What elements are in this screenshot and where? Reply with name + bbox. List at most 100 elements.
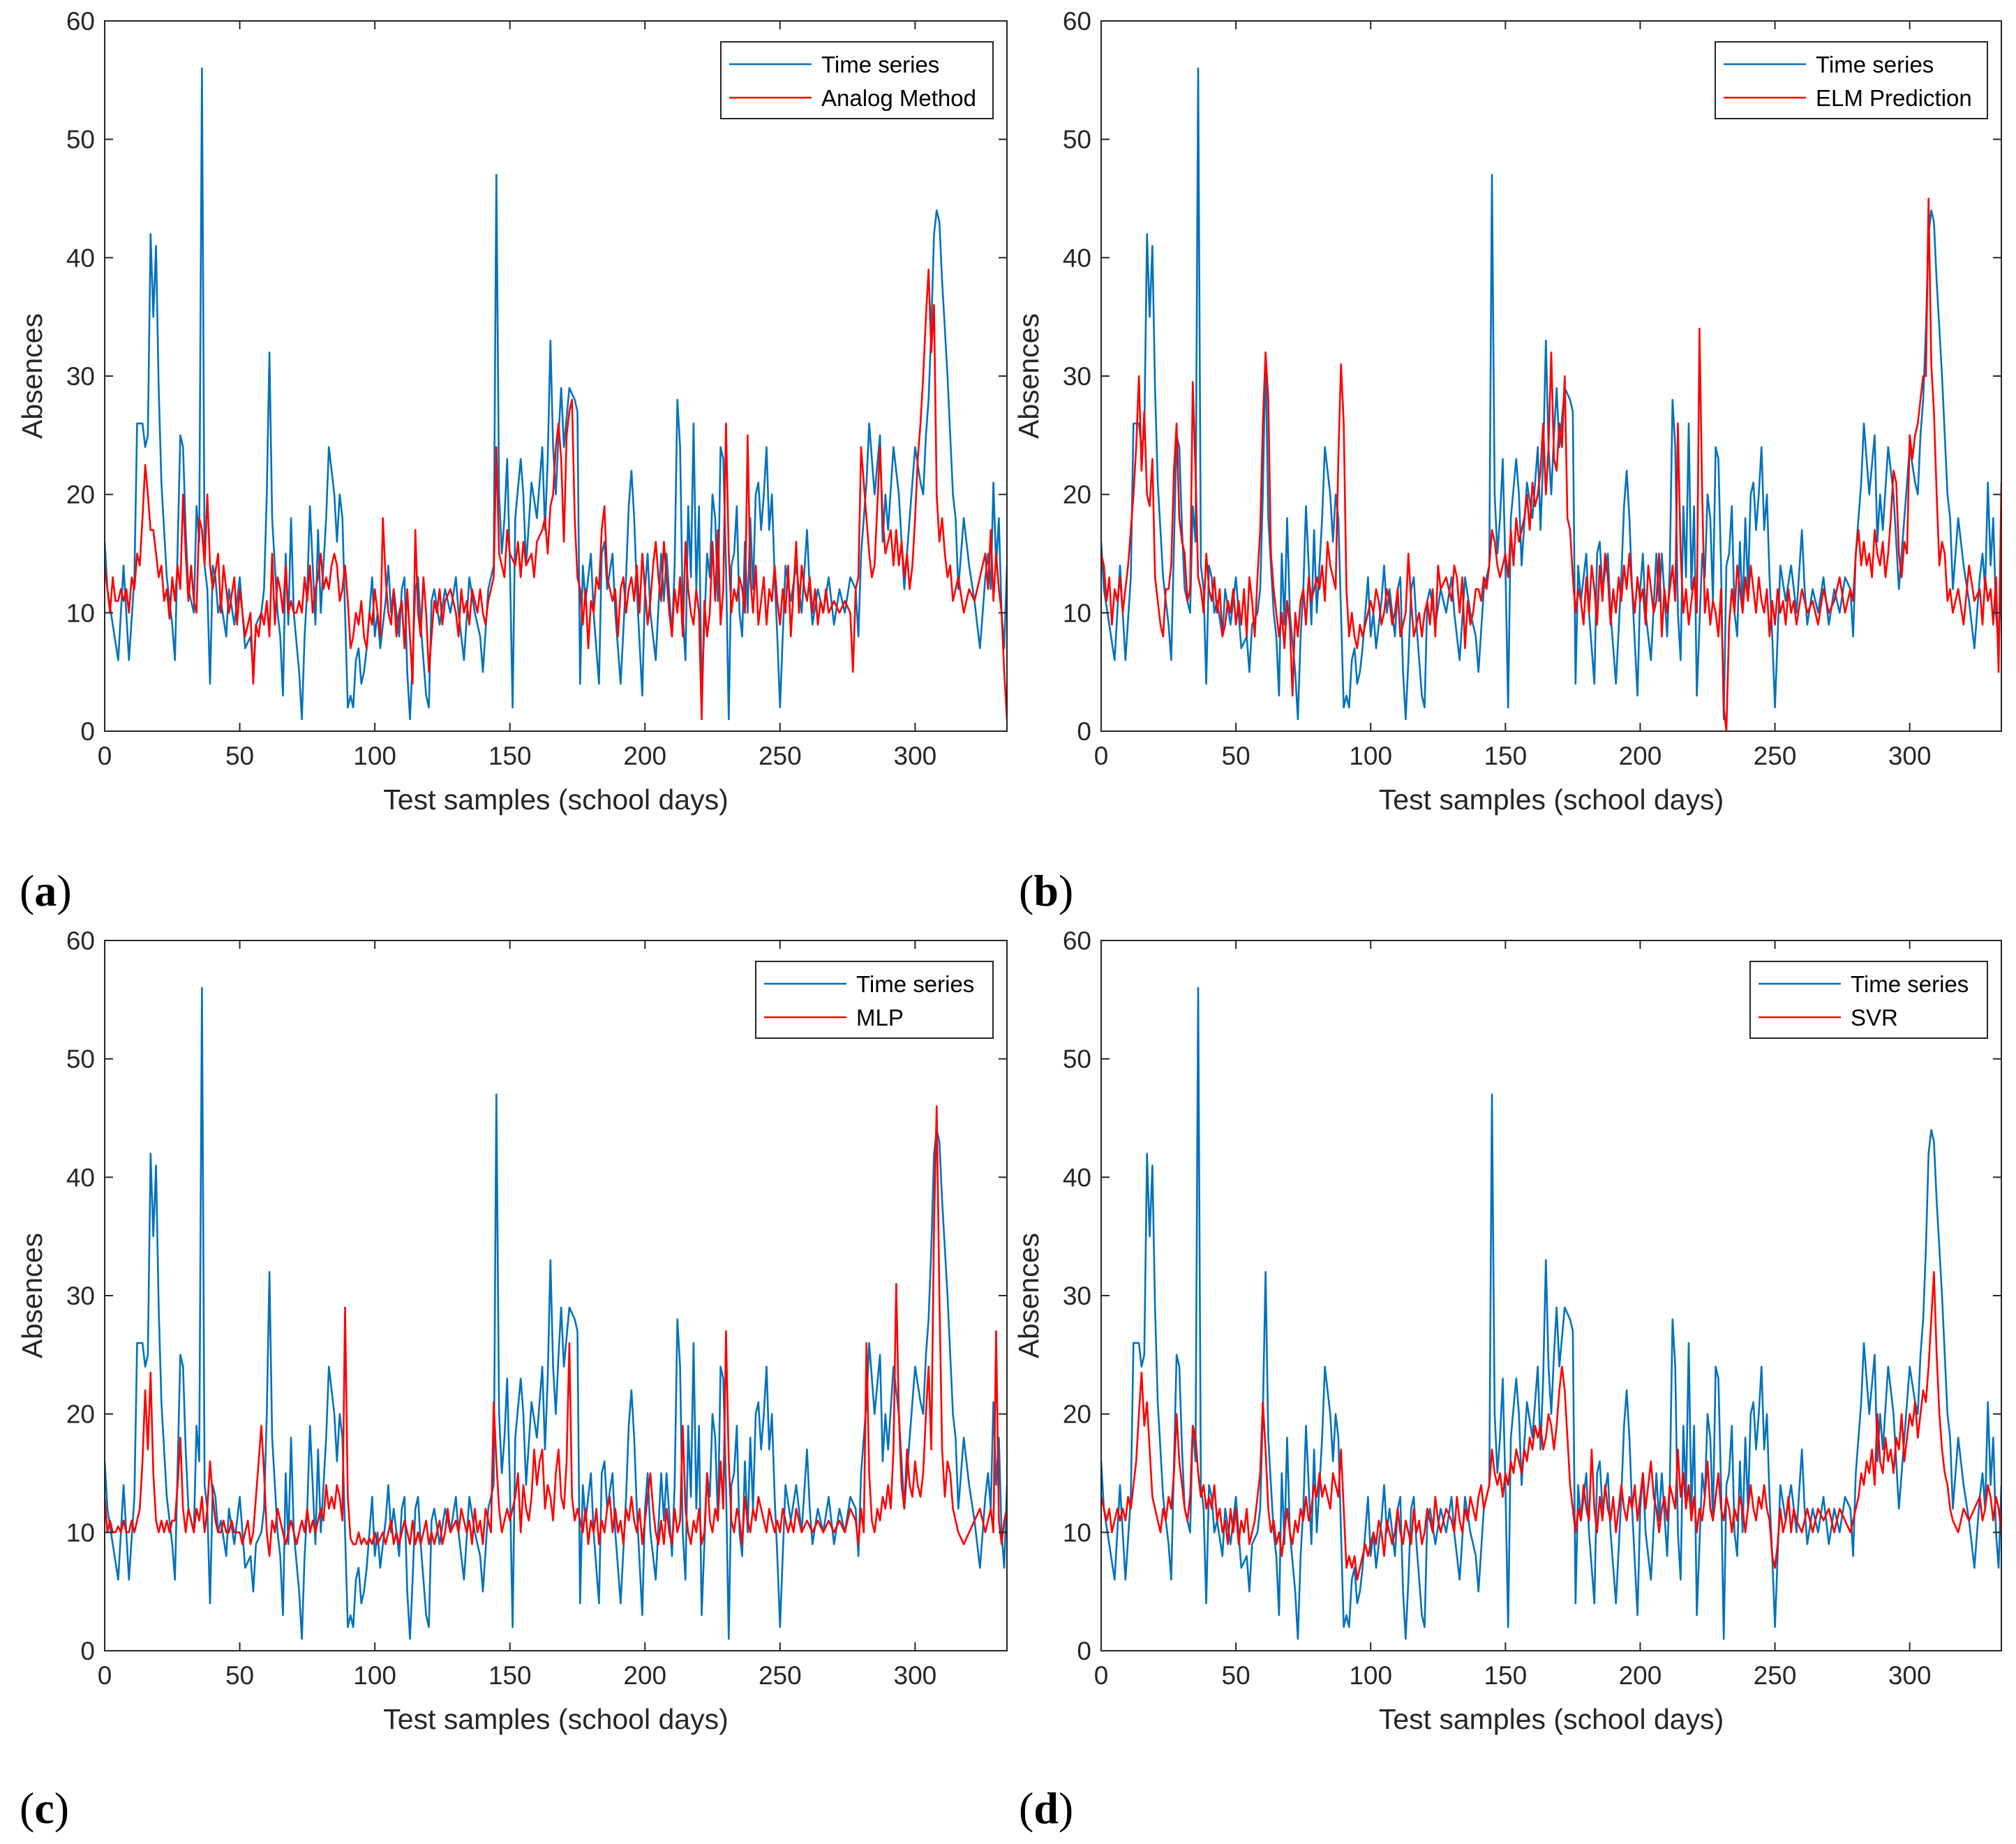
legend: Time series ELM Prediction <box>1715 41 1988 119</box>
y-tick-label: 40 <box>66 1163 95 1192</box>
y-tick-label: 30 <box>1063 1282 1091 1310</box>
x-tick-label: 150 <box>1484 1661 1527 1690</box>
x-tick-label: 300 <box>1888 1661 1932 1690</box>
y-tick-label: 10 <box>66 1518 95 1547</box>
y-axis-label: Absences <box>16 313 48 439</box>
legend-label: MLP <box>856 1005 904 1030</box>
x-tick-label: 200 <box>623 1661 666 1690</box>
y-axis-label: Absences <box>1013 1233 1045 1358</box>
axes-frame <box>104 940 1008 1651</box>
x-tick-label: 200 <box>1619 1661 1662 1690</box>
y-tick-label: 0 <box>80 1637 95 1665</box>
panel-label: (d) <box>1019 1783 1073 1833</box>
panel-b: 0 50 100 150 200 250 300 0 10 20 30 40 50 60 Test samp… <box>1013 7 2002 915</box>
prediction-line <box>105 1105 1007 1557</box>
panel-d: 0 50 100 150 200 250 300 0 10 20 30 40 50 60 Test samp… <box>1013 927 2002 1833</box>
y-tick-label: 20 <box>66 1400 95 1429</box>
y-tick-label: 30 <box>66 1282 95 1310</box>
x-tick-label: 0 <box>98 1661 112 1690</box>
x-tick-label: 100 <box>1349 742 1392 770</box>
x-tick-label: 300 <box>894 1661 937 1690</box>
x-axis-label: Test samples (school days) <box>383 784 728 816</box>
y-tick-label: 0 <box>1077 717 1091 746</box>
x-tick-label: 100 <box>353 742 396 770</box>
panel-c: 0 50 100 150 200 250 300 0 10 20 30 40 50 60 Test samp… <box>16 927 1008 1833</box>
y-tick-label: 30 <box>66 362 95 391</box>
x-tick-label: 250 <box>1754 742 1797 770</box>
y-tick-label: 10 <box>1063 599 1091 627</box>
legend-label: Analog Method <box>821 85 976 111</box>
prediction-line <box>1101 1270 2001 1581</box>
x-tick-label: 250 <box>1754 1661 1797 1690</box>
x-axis-label: Test samples (school days) <box>1379 1703 1724 1735</box>
legend-label: Time series <box>856 971 974 997</box>
x-axis-label: Test samples (school days) <box>383 1703 728 1735</box>
y-tick-label: 0 <box>1077 1637 1091 1665</box>
y-tick-label: 40 <box>1063 243 1091 272</box>
x-tick-label: 200 <box>1619 742 1662 770</box>
y-tick-label: 40 <box>1063 1163 1091 1192</box>
x-tick-label: 300 <box>894 742 937 770</box>
x-tick-label: 0 <box>1094 1661 1109 1690</box>
axes-frame <box>1100 940 2002 1651</box>
legend-label: Time series <box>1851 971 1969 997</box>
x-tick-label: 150 <box>488 742 532 770</box>
x-tick-label: 50 <box>225 1661 254 1690</box>
legend: Time series Analog Method <box>720 41 994 119</box>
y-tick-label: 20 <box>1063 1400 1091 1429</box>
x-tick-label: 250 <box>759 742 802 770</box>
time-series-line <box>1101 987 2001 1640</box>
x-tick-label: 50 <box>1222 742 1250 770</box>
y-tick-label: 60 <box>66 7 95 36</box>
legend-label: ELM Prediction <box>1816 85 1972 111</box>
legend-box <box>1749 961 1988 1039</box>
x-tick-label: 100 <box>1349 1661 1392 1690</box>
x-tick-label: 200 <box>623 742 666 770</box>
x-tick-label: 50 <box>225 742 254 770</box>
y-tick-label: 50 <box>66 126 95 154</box>
y-tick-label: 40 <box>66 243 95 272</box>
x-tick-label: 250 <box>759 1661 802 1690</box>
axes-frame <box>104 20 1008 732</box>
x-tick-label: 150 <box>488 1661 532 1690</box>
x-tick-label: 300 <box>1888 742 1932 770</box>
x-tick-label: 50 <box>1222 1661 1250 1690</box>
x-tick-label: 100 <box>353 1661 396 1690</box>
panel-label: (a) <box>20 866 72 915</box>
y-tick-label: 20 <box>66 481 95 509</box>
x-tick-label: 0 <box>98 742 112 770</box>
legend-label: SVR <box>1851 1005 1898 1030</box>
y-tick-label: 10 <box>66 599 95 627</box>
y-tick-label: 60 <box>66 927 95 955</box>
legend-label: Time series <box>821 52 939 77</box>
y-tick-label: 30 <box>1063 362 1091 391</box>
y-tick-label: 60 <box>1063 927 1091 955</box>
legend-label: Time series <box>1816 52 1934 77</box>
time-series-line <box>105 987 1007 1640</box>
legend-box <box>720 41 994 119</box>
panel-a: 0 50 100 150 200 250 300 0 10 20 30 40 50 60 Test samp… <box>16 7 1008 915</box>
legend-box <box>755 961 994 1039</box>
prediction-line <box>1101 197 2001 731</box>
x-axis-label: Test samples (school days) <box>1379 784 1724 816</box>
x-tick-label: 150 <box>1484 742 1527 770</box>
panel-label: (b) <box>1019 866 1073 915</box>
y-tick-label: 10 <box>1063 1518 1091 1547</box>
y-tick-label: 50 <box>1063 126 1091 154</box>
y-tick-label: 50 <box>1063 1045 1091 1074</box>
prediction-line <box>105 269 1007 721</box>
legend: Time series MLP <box>755 961 994 1039</box>
y-tick-label: 20 <box>1063 481 1091 509</box>
y-axis-label: Absences <box>16 1233 48 1358</box>
legend-box <box>1715 41 1988 119</box>
legend: Time series SVR <box>1749 961 1988 1039</box>
y-tick-label: 50 <box>66 1045 95 1074</box>
time-series-line <box>105 67 1007 721</box>
y-tick-label: 0 <box>80 717 95 746</box>
time-series-line <box>1101 67 2001 721</box>
y-axis-label: Absences <box>1013 313 1045 439</box>
y-tick-label: 60 <box>1063 7 1091 36</box>
x-tick-label: 0 <box>1094 742 1109 770</box>
panel-label: (c) <box>20 1783 69 1833</box>
